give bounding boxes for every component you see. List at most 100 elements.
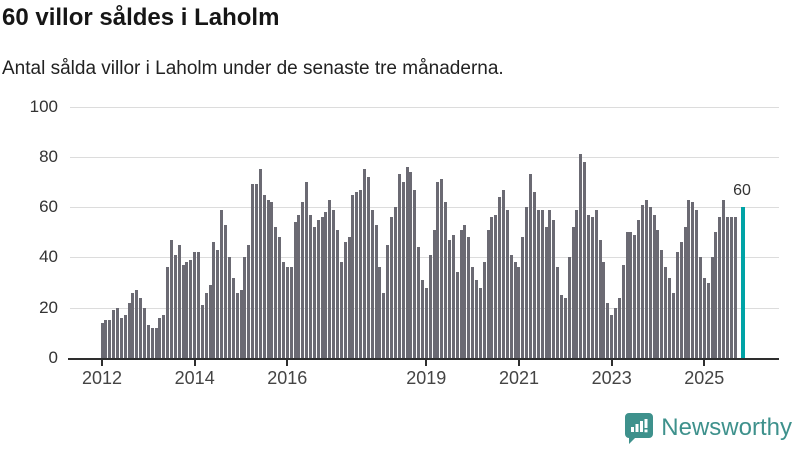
highlight-bar bbox=[740, 207, 745, 358]
chart-title: 60 villor såldes i Laholm bbox=[2, 4, 280, 31]
month-bar bbox=[563, 297, 567, 358]
month-bar bbox=[189, 259, 193, 358]
chart-subtitle: Antal sålda villor i Laholm under de sen… bbox=[2, 58, 504, 79]
month-bar bbox=[614, 307, 617, 358]
month-bar bbox=[274, 227, 278, 358]
month-bar bbox=[602, 262, 606, 358]
month-bar bbox=[181, 264, 185, 358]
x-axis-tick-label: 2014 bbox=[174, 368, 215, 388]
month-bar bbox=[648, 207, 652, 358]
month-bar bbox=[405, 166, 409, 358]
month-bar bbox=[706, 282, 710, 358]
month-bar bbox=[579, 154, 583, 358]
month-bar bbox=[150, 327, 154, 358]
month-bar bbox=[583, 161, 587, 358]
month-bar bbox=[351, 194, 355, 358]
month-bar bbox=[606, 302, 610, 358]
month-bar bbox=[212, 242, 216, 358]
month-bar bbox=[525, 207, 529, 358]
month-bar bbox=[386, 244, 390, 358]
month-bar bbox=[347, 237, 351, 358]
month-bar bbox=[641, 204, 645, 358]
month-bar bbox=[660, 249, 664, 358]
month-bar bbox=[548, 209, 552, 358]
month-bar bbox=[336, 229, 340, 358]
month-bar bbox=[633, 234, 637, 358]
month-bar bbox=[444, 202, 448, 358]
x-axis-tick bbox=[101, 360, 103, 366]
x-axis-tick bbox=[425, 360, 428, 366]
month-bar bbox=[305, 181, 309, 358]
y-gridline bbox=[70, 307, 779, 309]
month-bar bbox=[529, 174, 533, 358]
month-bar bbox=[363, 169, 367, 358]
month-bar bbox=[490, 217, 494, 358]
month-bar bbox=[594, 209, 598, 358]
month-bar bbox=[610, 315, 614, 358]
y-axis-tick-label: 100 bbox=[29, 96, 58, 116]
month-bar bbox=[328, 199, 332, 358]
month-bar bbox=[586, 214, 590, 358]
month-bar bbox=[204, 292, 208, 358]
month-bar bbox=[598, 239, 602, 358]
month-bar bbox=[420, 280, 424, 358]
month-bar bbox=[115, 307, 119, 358]
month-bar bbox=[166, 267, 170, 358]
month-bar bbox=[575, 209, 579, 358]
month-bar bbox=[505, 209, 509, 358]
month-bar bbox=[119, 317, 123, 358]
month-bar bbox=[447, 239, 451, 358]
month-bar bbox=[127, 302, 131, 358]
y-axis-tick-label: 20 bbox=[39, 297, 58, 317]
month-bar bbox=[104, 320, 108, 358]
x-axis-tick-label: 2012 bbox=[81, 368, 123, 388]
month-bar bbox=[142, 307, 146, 358]
month-bar bbox=[123, 315, 127, 358]
month-bar bbox=[521, 237, 525, 358]
y-axis-tick-label: 0 bbox=[48, 348, 58, 367]
month-bar bbox=[590, 217, 594, 358]
highlight-value-label: 60 bbox=[733, 182, 751, 200]
month-bar bbox=[702, 277, 706, 358]
month-bar bbox=[289, 267, 293, 358]
month-bar bbox=[312, 227, 316, 358]
month-bar bbox=[382, 292, 386, 358]
month-bar bbox=[281, 262, 285, 358]
month-bar bbox=[374, 224, 378, 358]
month-bar bbox=[544, 227, 548, 358]
month-bar bbox=[475, 280, 479, 358]
month-bar bbox=[108, 320, 112, 358]
month-bar bbox=[417, 247, 421, 358]
month-bar bbox=[177, 244, 181, 358]
month-bar bbox=[262, 194, 266, 358]
x-axis-tick-label: 2019 bbox=[406, 368, 447, 388]
month-bar bbox=[197, 252, 201, 358]
month-bar bbox=[112, 310, 116, 358]
month-bar bbox=[436, 181, 440, 358]
month-bar bbox=[722, 199, 726, 358]
y-gridline bbox=[70, 106, 779, 108]
month-bar bbox=[139, 297, 143, 358]
y-axis-tick-label: 80 bbox=[39, 146, 58, 166]
month-bar bbox=[401, 181, 405, 358]
month-bar bbox=[251, 184, 255, 358]
newsworthy-logo: Newsworthy bbox=[624, 412, 792, 444]
month-bar bbox=[185, 262, 189, 358]
month-bar bbox=[146, 325, 150, 358]
month-bar bbox=[320, 217, 324, 358]
month-bar bbox=[235, 292, 239, 358]
month-bar bbox=[478, 287, 482, 358]
month-bar bbox=[440, 179, 444, 358]
month-bar bbox=[413, 189, 417, 358]
month-bar bbox=[517, 267, 521, 358]
x-axis-tick-label: 2025 bbox=[684, 368, 725, 388]
month-bar bbox=[131, 292, 135, 358]
month-bar bbox=[100, 322, 104, 358]
month-bar bbox=[308, 214, 312, 358]
newsworthy-logo-text: Newsworthy bbox=[661, 414, 792, 441]
x-axis-tick-label: 2016 bbox=[267, 368, 308, 388]
month-bar bbox=[428, 254, 432, 358]
month-bar bbox=[675, 252, 679, 358]
month-bar bbox=[239, 290, 243, 358]
month-bar bbox=[617, 297, 621, 358]
